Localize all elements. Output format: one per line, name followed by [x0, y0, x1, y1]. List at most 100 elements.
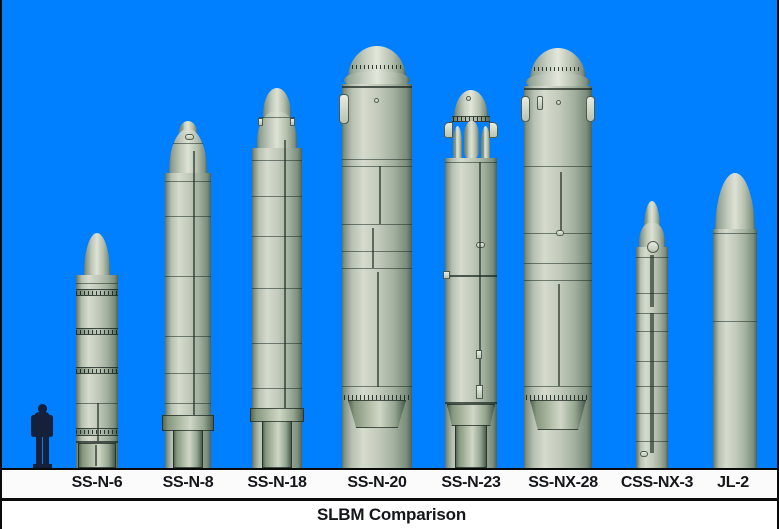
person-leg-left: [36, 435, 42, 468]
ss-n-20-ring-2: [342, 159, 412, 160]
ss-nx-28-seam-lower: [558, 284, 560, 386]
ss-n-18-ring-1: [252, 160, 302, 161]
missile-ss-n-8: [162, 121, 214, 468]
ss-n-23-rv-left: [453, 126, 462, 159]
ss-n-23-nose-port: [466, 96, 471, 101]
ss-n-23-ring-2: [445, 275, 497, 277]
ss-n-23-rv-center: [464, 121, 479, 159]
css-nx-3-base-fitting: [640, 451, 648, 457]
label-ss-n-6: SS-N-6: [71, 474, 123, 491]
ss-n-20-ring-1: [342, 86, 412, 88]
ss-n-8-base-flange: [162, 415, 214, 431]
label-ss-n-20: SS-N-20: [347, 474, 407, 491]
ss-n-18-ring-6: [252, 388, 302, 389]
label-ss-nx-28: SS-NX-28: [528, 474, 598, 491]
missile-ss-n-18: [250, 88, 304, 468]
ss-n-6-base-skirt: [78, 443, 116, 468]
ss-n-6-ring-3: [76, 441, 118, 443]
ss-n-23-bus-fairing-right: [489, 122, 498, 138]
ss-nx-28-side-panel-right: [586, 96, 595, 122]
ss-nx-28-ring-4: [524, 263, 592, 264]
ss-n-8-ring-4: [165, 336, 211, 337]
ss-n-20-nozzle-skirt: [348, 400, 406, 428]
ss-n-23-umbilical-left: [443, 271, 450, 279]
ss-n-18-ring-4: [252, 288, 302, 289]
ss-n-23-lower-fitting: [476, 350, 482, 359]
ss-n-23-base-fitting: [476, 385, 483, 399]
ss-n-6-rivets-a: [76, 291, 118, 295]
ss-n-6-nose-cone: [84, 233, 110, 277]
ss-n-18-ring-3: [252, 236, 302, 237]
ss-n-23-nozzle: [455, 425, 487, 468]
scale-reference-person: [29, 404, 55, 468]
person-leg-right: [43, 435, 49, 468]
ss-n-20-seam-lower: [377, 272, 379, 387]
ss-nx-28-dome-rivets: [534, 67, 582, 71]
ss-nx-28-base-rivets: [526, 395, 590, 400]
ss-n-20-dome-rivets: [352, 65, 402, 69]
ss-n-8-cable-raceway: [193, 151, 195, 416]
ss-n-20-seam-upper: [379, 166, 381, 224]
person-foot-right: [42, 464, 52, 468]
person-torso: [34, 412, 50, 437]
missile-ss-nx-28: [521, 48, 595, 468]
ss-n-6-seam: [97, 403, 99, 441]
ss-n-20-ring-5: [342, 251, 412, 252]
css-nx-3-raceway-upper: [650, 255, 654, 307]
diagram-stage: [2, 0, 777, 470]
ss-n-20-ring-3: [342, 166, 412, 167]
missile-ss-n-6: [76, 233, 118, 468]
label-css-nx-3: CSS-NX-3: [620, 474, 694, 491]
ss-n-20-ring-6: [342, 268, 412, 269]
ss-n-23-base-skirt: [447, 404, 495, 426]
stage-baseline-rule: [2, 468, 777, 470]
ss-nx-28-access-hatch: [537, 96, 543, 110]
ss-n-18-base-skirt: [262, 421, 292, 468]
ss-n-6-rivets-b: [76, 330, 118, 334]
ss-n-20-inspection-port: [374, 98, 379, 103]
ss-nx-28-ring-2: [524, 166, 592, 167]
ss-n-23-ring-3: [445, 402, 497, 404]
person-arm-right: [48, 415, 53, 437]
ss-nx-28-ring-5: [524, 280, 592, 281]
person-foot-left: [33, 464, 43, 468]
ss-n-8-ring-6: [165, 403, 211, 404]
label-ss-n-18: SS-N-18: [247, 474, 307, 491]
ss-n-23-rv-right: [481, 126, 490, 159]
missile-ss-n-20: [339, 46, 412, 468]
ss-n-6-base-seam: [95, 445, 97, 466]
caption-band: SLBM Comparison: [2, 501, 777, 529]
missile-label-band: SS-N-6 SS-N-8 SS-N-18 SS-N-20 SS-N-23 SS…: [2, 471, 777, 499]
ss-n-18-nose-fitting-right: [290, 118, 295, 126]
ss-n-6-rivets-c: [76, 369, 118, 373]
jl-2-body: [713, 229, 757, 468]
ss-nx-28-nozzle-skirt: [530, 400, 586, 430]
css-nx-3-raceway-lower: [650, 313, 654, 453]
css-nx-3-instrument-ring: [647, 241, 659, 253]
ss-n-8-ring-2: [165, 216, 211, 217]
ss-n-23-ring-1: [445, 162, 497, 163]
ss-n-8-base-skirt: [173, 430, 203, 468]
ss-n-18-ring-5: [252, 343, 302, 344]
label-ss-n-8: SS-N-8: [162, 474, 214, 491]
ss-n-18-nose-ring: [259, 117, 295, 118]
ss-nx-28-ring-1: [524, 88, 592, 90]
ss-n-18-ring-2: [252, 196, 302, 197]
ss-n-8-ring-3: [165, 276, 211, 277]
ss-n-23-bus-fairing-left: [444, 122, 453, 138]
ss-nx-28-seam-upper: [560, 172, 562, 234]
ss-n-8-nose-ring: [173, 143, 203, 144]
ss-nx-28-ring-6: [524, 386, 592, 387]
ss-n-6-ring-1: [76, 283, 118, 284]
jl-2-ring-1: [713, 233, 757, 234]
label-ss-n-23: SS-N-23: [441, 474, 501, 491]
jl-2-nose-cone: [715, 173, 755, 235]
missile-ss-n-23: [443, 90, 498, 468]
jl-2-ring-2: [713, 321, 757, 322]
ss-n-20-ring-4: [342, 224, 412, 225]
missile-jl-2: [713, 173, 757, 468]
ss-n-23-cable-raceway: [479, 162, 481, 392]
ss-n-8-ring-1: [165, 181, 211, 182]
ss-n-23-mirv-bus: [444, 120, 498, 162]
